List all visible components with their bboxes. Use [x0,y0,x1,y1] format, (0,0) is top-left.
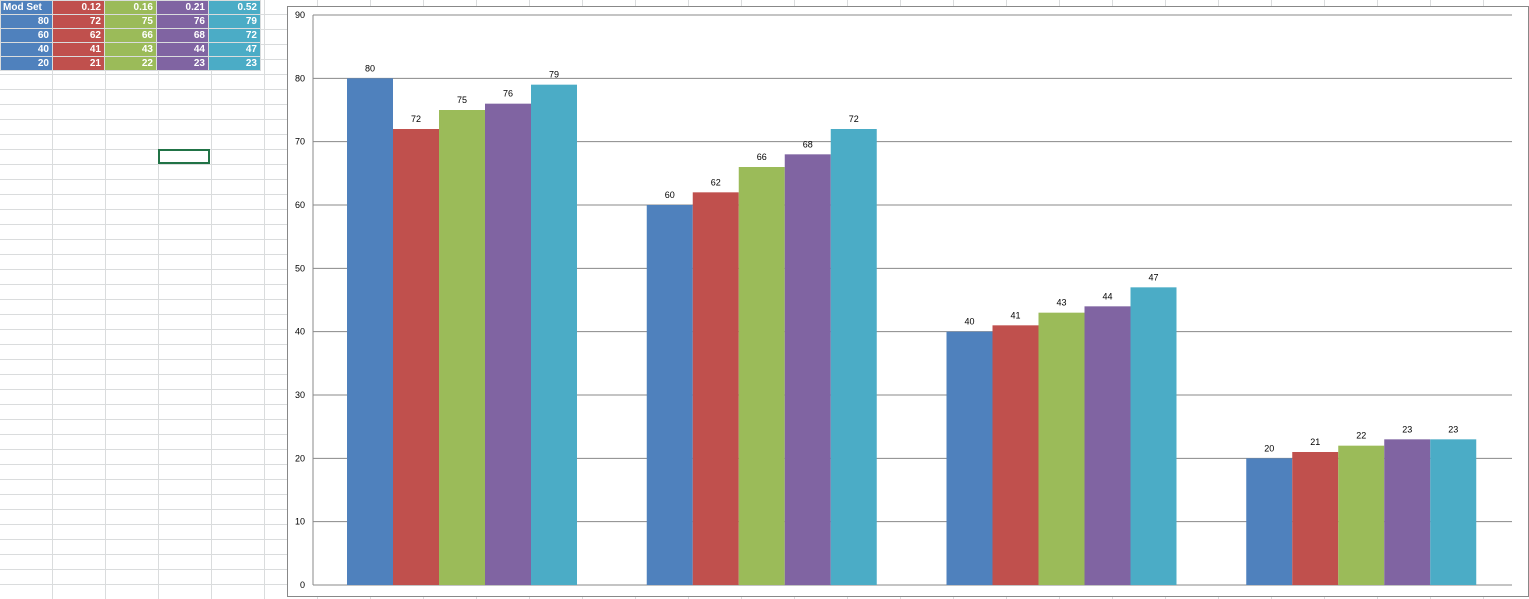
cell[interactable]: 23 [156,56,209,71]
data-label: 68 [803,139,813,149]
header-cell[interactable]: 0.52 [208,0,261,15]
bar [646,205,693,585]
table-row: 40 41 43 44 47 [0,42,261,57]
data-label: 23 [1402,424,1412,434]
table-row: 20 21 22 23 23 [0,56,261,71]
table-row: 80 72 75 76 79 [0,14,261,29]
cell[interactable]: 79 [208,14,261,29]
bar [347,78,393,585]
header-cell[interactable]: 0.16 [104,0,157,15]
y-tick-label: 20 [295,453,305,463]
bar [830,129,877,585]
data-label: 47 [1148,272,1158,282]
bar [1292,452,1339,585]
data-label: 22 [1356,431,1366,441]
data-label: 72 [411,114,421,124]
y-tick-label: 70 [295,137,305,147]
cell[interactable]: 40 [0,42,53,57]
cell[interactable]: 23 [208,56,261,71]
data-label: 43 [1056,298,1066,308]
data-label: 76 [503,89,513,99]
data-label: 66 [757,152,767,162]
cell[interactable]: 76 [156,14,209,29]
data-label: 40 [964,317,974,327]
data-label: 80 [365,63,375,73]
bar [1038,312,1085,585]
bar [439,110,485,585]
bar [946,331,993,585]
bar [393,129,439,585]
cell[interactable]: 68 [156,28,209,43]
data-label: 20 [1264,443,1274,453]
bar [1246,458,1293,585]
data-label: 72 [849,114,859,124]
cell[interactable]: 72 [52,14,105,29]
bar [1384,439,1431,585]
bar [692,192,739,586]
bar [485,103,531,586]
cell[interactable]: 75 [104,14,157,29]
y-tick-label: 10 [295,517,305,527]
cell[interactable]: 62 [52,28,105,43]
data-label: 75 [457,95,467,105]
header-cell[interactable]: 0.12 [52,0,105,15]
cell[interactable]: 41 [52,42,105,57]
cell[interactable]: 72 [208,28,261,43]
y-tick-label: 90 [295,10,305,20]
cell[interactable]: 44 [156,42,209,57]
chart: 0 10 20 30 40 50 60 70 80 90 80 60 40 20 72 62 41 21 75 66 4… [287,6,1529,597]
cell[interactable]: 47 [208,42,261,57]
y-tick-label: 50 [295,263,305,273]
bar [992,325,1039,585]
data-label: 23 [1448,424,1458,434]
cell[interactable]: 66 [104,28,157,43]
table-row: Mod Set 0.12 0.16 0.21 0.52 [0,0,261,15]
cell[interactable]: 60 [0,28,53,43]
bar [784,154,831,586]
selected-cell[interactable] [158,149,210,164]
data-label: 21 [1310,437,1320,447]
data-label: 62 [711,177,721,187]
data-label: 41 [1010,310,1020,320]
y-tick-label: 30 [295,390,305,400]
bar [1338,445,1385,585]
data-label: 60 [665,190,675,200]
y-tick-label: 0 [300,580,305,590]
header-cell[interactable]: Mod Set [0,0,53,15]
cell[interactable]: 43 [104,42,157,57]
bar [1130,287,1177,585]
bar [1430,439,1477,585]
table-row: 60 62 66 68 72 [0,28,261,43]
y-tick-label: 80 [295,73,305,83]
data-table: Mod Set 0.12 0.16 0.21 0.52 80 72 75 76 79 60 62 66 6… [0,0,261,71]
cell[interactable]: 80 [0,14,53,29]
y-tick-label: 40 [295,327,305,337]
data-label: 44 [1102,291,1112,301]
bar [738,167,785,585]
bar [531,84,577,586]
y-tick-label: 60 [295,200,305,210]
bar [1084,306,1131,585]
cell[interactable]: 21 [52,56,105,71]
data-label: 79 [549,70,559,80]
cell[interactable]: 20 [0,56,53,71]
header-cell[interactable]: 0.21 [156,0,209,15]
cell[interactable]: 22 [104,56,157,71]
